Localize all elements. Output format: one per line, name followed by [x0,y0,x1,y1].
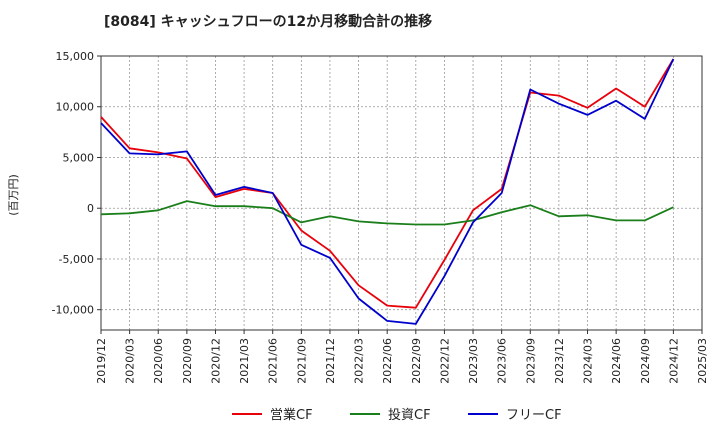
x-tick-label: 2021/12 [324,338,337,384]
x-tick-label: 2023/03 [467,338,480,384]
x-tick-label: 2022/09 [410,338,423,384]
grid [100,55,703,330]
x-tick-label: 2020/03 [124,338,137,384]
series-lines [100,58,675,325]
x-axis-ticks: 2019/12 2020/03 2020/06 2020/09 2020/12 2021/… [95,330,709,384]
y-axis-label: (百万円) [7,174,20,216]
series-line [100,58,675,309]
x-tick-label: 2022/06 [381,338,394,384]
x-tick-label: 2025/03 [696,338,709,384]
legend-label: フリーCF [506,408,562,423]
x-tick-label: 2022/12 [438,338,451,384]
x-tick-label: 2024/03 [582,338,595,384]
legend: 営業CF 投資CF フリーCF [232,407,562,423]
x-tick-label: 2023/06 [496,338,509,384]
y-tick-label: -10,000 [52,304,94,317]
y-tick-label: 5,000 [63,151,95,164]
y-axis-ticks: 15,000 10,000 5,000 0 -5,000 -10,000 [52,50,101,317]
chart-title: [8084] キャッシュフローの12か月移動合計の推移 [104,13,432,30]
x-tick-label: 2020/12 [209,338,222,384]
y-tick-label: 10,000 [56,101,95,114]
x-tick-label: 2021/06 [267,338,280,384]
x-tick-label: 2024/09 [639,338,652,384]
y-tick-label: -5,000 [59,253,94,266]
y-tick-label: 15,000 [56,50,95,63]
series-line [100,200,674,226]
x-tick-label: 2024/06 [610,338,623,384]
x-tick-label: 2024/12 [667,338,680,384]
x-tick-label: 2021/09 [295,338,308,384]
x-tick-label: 2020/06 [152,338,165,384]
x-tick-label: 2022/03 [353,338,366,384]
legend-label: 営業CF [270,407,313,423]
x-tick-label: 2023/12 [553,338,566,384]
legend-label: 投資CF [388,407,431,423]
plot-area [100,55,703,331]
x-tick-label: 2021/03 [238,338,251,384]
series-line [100,58,675,325]
y-tick-label: 0 [87,202,94,215]
x-tick-label: 2019/12 [95,338,108,384]
x-tick-label: 2023/09 [524,338,537,384]
x-tick-label: 2020/09 [181,338,194,384]
